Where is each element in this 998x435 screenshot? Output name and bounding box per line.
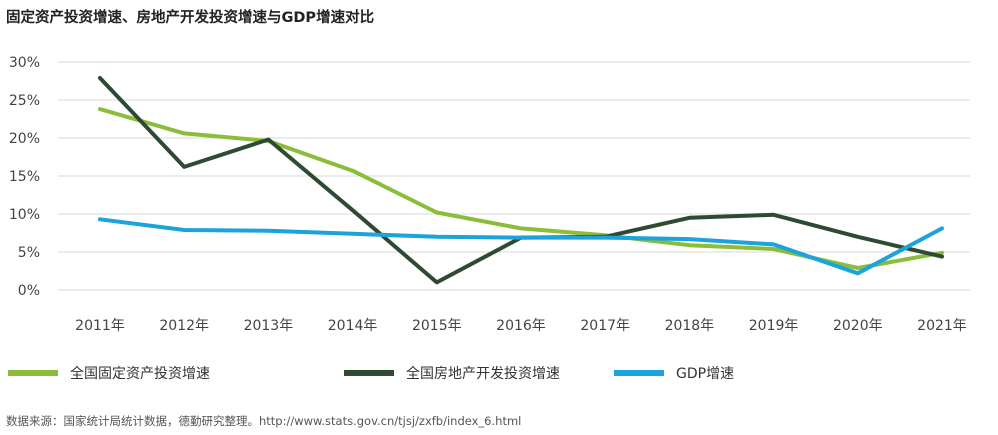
legend-item-fixed-asset: 全国固定资产投资增速 xyxy=(8,363,344,383)
y-axis-ticks: 0% 5% 10% 15% 20% 25% 30% xyxy=(9,55,40,299)
y-tick-label: 5% xyxy=(18,245,40,261)
legend-item-gdp: GDP增速 xyxy=(614,363,734,383)
legend-label: 全国房地产开发投资增速 xyxy=(406,366,560,382)
x-tick-label: 2016年 xyxy=(496,318,546,334)
x-tick-label: 2012年 xyxy=(159,318,209,334)
x-tick-label: 2017年 xyxy=(580,318,630,334)
y-tick-label: 20% xyxy=(9,131,40,147)
line-chart: 0% 5% 10% 15% 20% 25% 30% 2011年 2012年 2013年 2014年… xyxy=(9,55,970,334)
y-tick-label: 30% xyxy=(9,55,40,71)
x-tick-label: 2021年 xyxy=(917,318,967,334)
x-tick-label: 2011年 xyxy=(75,318,125,334)
x-tick-label: 2015年 xyxy=(412,318,462,334)
chart-title: 固定资产投资增速、房地产开发投资增速与GDP增速对比 xyxy=(6,10,375,26)
source-note: 数据来源：国家统计局统计数据，德勤研究整理。http://www.stats.g… xyxy=(6,414,522,428)
x-axis-ticks: 2011年 2012年 2013年 2014年 2015年 2016年 2017年 2018年… xyxy=(75,318,967,334)
legend-swatch xyxy=(614,370,664,376)
y-tick-label: 0% xyxy=(18,283,40,299)
y-tick-label: 15% xyxy=(9,169,40,185)
series-line-0 xyxy=(98,107,944,270)
series-line-2 xyxy=(98,217,944,276)
legend-swatch xyxy=(8,370,58,376)
legend-item-real-estate: 全国房地产开发投资增速 xyxy=(344,363,614,383)
gridlines xyxy=(58,61,970,291)
legend-swatch xyxy=(344,370,394,376)
x-tick-label: 2014年 xyxy=(328,318,378,334)
x-tick-label: 2018年 xyxy=(665,318,715,334)
series-lines xyxy=(98,76,944,285)
x-tick-label: 2020年 xyxy=(833,318,883,334)
y-tick-label: 10% xyxy=(9,207,40,223)
legend-label: 全国固定资产投资增速 xyxy=(70,366,210,382)
legend-label: GDP增速 xyxy=(676,366,735,382)
legend: 全国固定资产投资增速 全国房地产开发投资增速 GDP增速 xyxy=(8,363,734,383)
x-tick-label: 2019年 xyxy=(749,318,799,334)
y-tick-label: 25% xyxy=(9,93,40,109)
x-tick-label: 2013年 xyxy=(244,318,294,334)
